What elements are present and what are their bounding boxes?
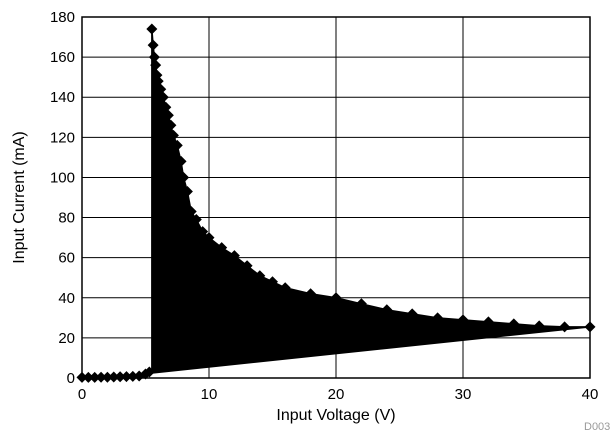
data-point-44	[457, 314, 469, 326]
data-point-37	[279, 282, 291, 294]
x-tick-label-4: 40	[582, 386, 599, 403]
data-point-42	[406, 308, 418, 320]
data-region	[151, 28, 591, 374]
data-point-43	[432, 312, 444, 324]
y-tick-label-1: 20	[58, 330, 75, 347]
data-point-12	[146, 23, 158, 35]
data-point-6	[114, 371, 126, 383]
data-point-13	[147, 39, 159, 51]
data-point-23	[167, 129, 179, 141]
data-point-26	[178, 171, 190, 183]
y-tick-label-8: 160	[50, 49, 75, 66]
y-tick-label-9: 180	[50, 9, 75, 26]
x-tick-labels: 0 10 20 30 40	[78, 386, 599, 403]
y-tick-label-6: 120	[50, 129, 75, 146]
y-tick-label-3: 60	[58, 250, 75, 267]
x-tick-label-1: 10	[201, 386, 218, 403]
data-fill	[151, 28, 591, 374]
data-point-47	[533, 320, 545, 332]
figure-id: D003	[584, 421, 610, 433]
data-point-32	[216, 242, 228, 254]
y-tick-labels: 0 20 40 60 80 100 120 140 160 180	[50, 9, 75, 387]
data-point-28	[185, 206, 197, 218]
data-point-34	[241, 260, 253, 272]
data-point-4	[101, 371, 113, 383]
data-point-36	[267, 276, 278, 288]
data-point-29	[190, 214, 202, 226]
x-axis-label: Input Voltage (V)	[276, 407, 395, 424]
data-point-24	[171, 139, 183, 151]
data-point-46	[508, 318, 520, 330]
data-point-21	[162, 109, 174, 121]
y-tick-label-5: 100	[50, 169, 75, 186]
data-point-19	[157, 91, 169, 103]
data-markers	[76, 23, 596, 383]
data-point-39	[330, 292, 342, 304]
x-tick-label-2: 20	[328, 386, 345, 403]
data-point-27	[181, 185, 193, 197]
data-point-31	[203, 232, 215, 244]
y-tick-label-4: 80	[58, 210, 75, 227]
data-point-5	[108, 371, 120, 383]
data-point-7	[120, 371, 132, 383]
data-point-11	[143, 366, 155, 378]
data-point-41	[381, 304, 393, 316]
data-point-33	[228, 250, 240, 262]
data-point-25	[175, 155, 187, 167]
data-point-15	[150, 59, 162, 71]
data-point-38	[305, 288, 317, 300]
data-point-30	[197, 226, 209, 238]
data-point-14	[148, 51, 160, 63]
y-tick-label-7: 140	[50, 89, 75, 106]
data-point-45	[482, 316, 494, 328]
data-point-3	[95, 371, 107, 383]
data-point-8	[127, 370, 139, 382]
data-point-22	[165, 119, 177, 131]
plot-frame	[81, 16, 591, 379]
x-tick-label-0: 0	[78, 386, 86, 403]
x-tick-label-3: 30	[455, 386, 472, 403]
y-tick-label-2: 40	[58, 290, 75, 307]
plot-border	[81, 16, 591, 379]
data-point-48	[559, 321, 571, 333]
y-axis-label: Input Current (mA)	[11, 131, 28, 263]
data-point-35	[254, 270, 266, 282]
data-point-40	[355, 298, 367, 310]
y-tick-label-0: 0	[67, 370, 75, 387]
